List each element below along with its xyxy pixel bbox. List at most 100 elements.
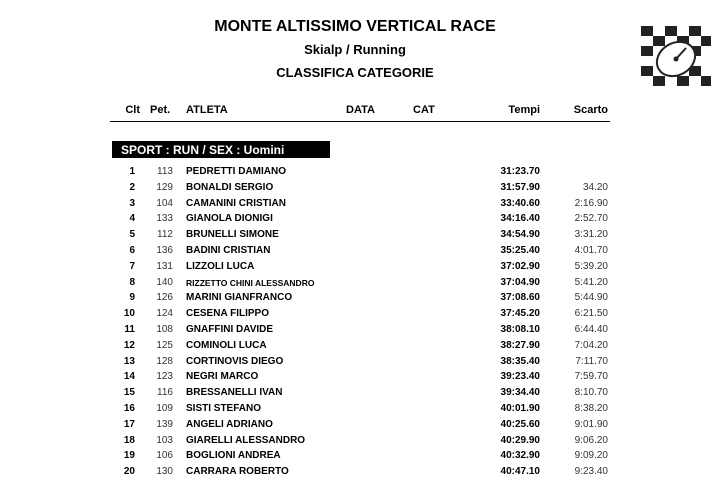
row-athlete: CARRARA ROBERTO: [186, 466, 289, 478]
row-bib: 103: [156, 434, 173, 446]
row-rank: 12: [123, 339, 135, 351]
row-athlete: BRUNELLI SIMONE: [186, 229, 279, 241]
row-athlete: BONALDI SERGIO: [186, 181, 274, 193]
row-athlete: NEGRI MARCO: [186, 371, 259, 383]
row-athlete: ANGELI ADRIANO: [186, 418, 273, 430]
table-row: 6 136 BADINI CRISTIAN 35:25.40 4:01.70: [0, 245, 724, 261]
row-rank: 2: [129, 181, 135, 193]
row-time: 37:02.90: [500, 260, 540, 272]
row-bib: 106: [156, 450, 173, 462]
row-time: 40:47.10: [500, 466, 540, 478]
row-gap: 34.20: [582, 181, 608, 193]
row-gap: 9:23.40: [574, 466, 608, 478]
row-time: 37:04.90: [500, 276, 540, 288]
row-athlete: SISTI STEFANO: [186, 403, 262, 414]
row-rank: 1: [129, 166, 135, 177]
row-rank: 13: [123, 355, 135, 367]
row-bib: 133: [156, 213, 173, 225]
row-athlete: LIZZOLI LUCA: [186, 260, 255, 272]
row-time: 38:08.10: [500, 324, 540, 335]
section-title: CLASSIFICA CATEGORIE: [276, 65, 434, 80]
row-bib: 108: [156, 324, 173, 335]
row-gap: 9:01.90: [574, 418, 608, 430]
table-row: 11 108 GNAFFINI DAVIDE 38:08.10 6:44.40: [0, 324, 724, 340]
row-rank: 5: [129, 229, 135, 241]
row-time: 38:27.90: [500, 339, 540, 351]
row-time: 39:23.40: [500, 371, 540, 383]
row-time: 40:25.60: [500, 418, 540, 430]
row-gap: 9:06.20: [574, 434, 608, 446]
row-time: 40:29.90: [500, 434, 540, 446]
row-time: 38:35.40: [500, 355, 540, 367]
table-row: 15 116 BRESSANELLI IVAN 39:34.40 8:10.70: [0, 387, 724, 403]
row-bib: 113: [157, 166, 173, 177]
row-rank: 15: [123, 387, 135, 399]
row-gap: 6:44.40: [574, 324, 608, 335]
category-banner: SPORT : RUN / SEX : Uomini: [112, 141, 330, 158]
row-gap: 5:41.20: [574, 276, 608, 288]
row-gap: 3:31.20: [574, 229, 608, 241]
table-row: 20 130 CARRARA ROBERTO 40:47.10 9:23.40: [0, 466, 724, 482]
row-bib: 136: [156, 245, 173, 256]
table-row: 16 109 SISTI STEFANO 40:01.90 8:38.20: [0, 403, 724, 419]
row-athlete: RIZZETTO CHINI ALESSANDRO: [186, 277, 315, 288]
row-rank: 17: [123, 418, 135, 430]
row-gap: 2:16.90: [574, 197, 608, 209]
row-time: 37:45.20: [500, 308, 540, 320]
table-row: 19 106 BOGLIONI ANDREA 40:32.90 9:09.20: [0, 450, 724, 466]
table-row: 13 128 CORTINOVIS DIEGO 38:35.40 7:11.70: [0, 356, 724, 372]
row-time: 33:40.60: [500, 197, 540, 209]
row-bib: 128: [156, 355, 173, 367]
row-gap: 2:52.70: [574, 213, 608, 225]
row-athlete: PEDRETTI DAMIANO: [186, 166, 286, 177]
col-header-cat: CAT: [413, 104, 435, 116]
row-athlete: CESENA FILIPPO: [186, 308, 269, 320]
col-header-atleta: ATLETA: [186, 104, 228, 116]
row-bib: 116: [157, 387, 173, 399]
row-bib: 112: [157, 229, 173, 241]
table-row: 14 123 NEGRI MARCO 39:23.40 7:59.70: [0, 371, 724, 387]
row-gap: 8:10.70: [574, 387, 608, 399]
row-athlete: BOGLIONI ANDREA: [186, 450, 281, 462]
table-row: 18 103 GIARELLI ALESSANDRO 40:29.90 9:06.20: [0, 435, 724, 451]
row-bib: 124: [156, 308, 173, 320]
row-time: 40:32.90: [500, 450, 540, 462]
row-rank: 18: [123, 434, 135, 446]
row-rank: 8: [129, 276, 135, 288]
row-time: 34:16.40: [500, 213, 540, 225]
row-rank: 9: [129, 292, 135, 304]
page-title: MONTE ALTISSIMO VERTICAL RACE: [214, 18, 496, 35]
col-header-clt: Clt: [125, 104, 140, 116]
row-athlete: COMINOLI LUCA: [186, 339, 267, 351]
row-gap: 7:11.70: [575, 355, 608, 367]
row-bib: 139: [156, 418, 173, 430]
row-gap: 7:04.20: [574, 339, 608, 351]
table-row: 1 113 PEDRETTI DAMIANO 31:23.70: [0, 166, 724, 182]
row-rank: 6: [129, 245, 135, 256]
table-row: 8 140 RIZZETTO CHINI ALESSANDRO 37:04.90 5:4…: [0, 277, 724, 293]
row-rank: 10: [123, 308, 135, 320]
row-athlete: GIANOLA DIONIGI: [186, 213, 273, 225]
col-header-tempi: Tempi: [508, 104, 540, 116]
table-row: 12 125 COMINOLI LUCA 38:27.90 7:04.20: [0, 340, 724, 356]
row-gap: 7:59.70: [574, 371, 608, 383]
table-row: 4 133 GIANOLA DIONIGI 34:16.40 2:52.70: [0, 213, 724, 229]
row-rank: 11: [124, 324, 135, 335]
row-time: 31:57.90: [500, 181, 540, 193]
row-athlete: GIARELLI ALESSANDRO: [186, 434, 306, 446]
row-time: 40:01.90: [500, 403, 540, 414]
col-header-scarto: Scarto: [573, 104, 608, 116]
row-bib: 126: [156, 292, 173, 304]
header-divider: [110, 121, 610, 122]
row-bib: 104: [156, 197, 173, 209]
row-athlete: GNAFFINI DAVIDE: [186, 324, 274, 335]
table-row: 9 126 MARINI GIANFRANCO 37:08.60 5:44.90: [0, 292, 724, 308]
row-rank: 16: [123, 403, 135, 414]
row-gap: 5:39.20: [574, 260, 608, 272]
row-rank: 19: [123, 450, 135, 462]
row-rank: 20: [123, 466, 135, 478]
row-rank: 3: [129, 197, 135, 209]
table-row: 2 129 BONALDI SERGIO 31:57.90 34.20: [0, 182, 724, 198]
row-athlete: BRESSANELLI IVAN: [186, 387, 283, 399]
col-header-pet: Pet.: [150, 104, 171, 116]
